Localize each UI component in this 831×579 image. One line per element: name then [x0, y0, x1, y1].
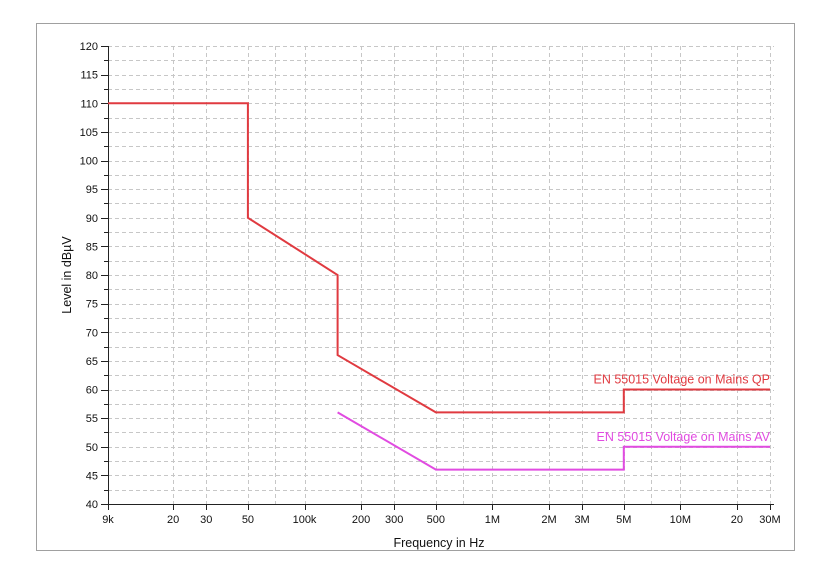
y-tick-label: 75	[86, 299, 98, 311]
y-tick-label: 85	[86, 241, 98, 253]
y-tick-label: 90	[86, 213, 98, 225]
series-inline-label: EN 55015 Voltage on Mains QP	[593, 373, 770, 387]
x-tick-label: 30	[200, 514, 212, 526]
x-tick-label: 10M	[670, 514, 691, 526]
x-tick-label: 20	[731, 514, 743, 526]
axes	[108, 46, 774, 505]
x-tick-label: 100k	[293, 514, 317, 526]
y-tick-label: 105	[80, 127, 98, 139]
y-tick-label: 60	[86, 385, 98, 397]
x-tick-label: 500	[427, 514, 445, 526]
limit-chart: 40 45 50 55 60 65 70 75 80 85 90 95 100 105 110 115 120 9…	[80, 41, 781, 526]
y-tick-label: 115	[80, 70, 98, 82]
series-line-qp	[108, 102, 770, 414]
y-tick-label: 100	[80, 156, 98, 168]
x-tick-label: 3M	[574, 514, 589, 526]
y-axis-title: Level in dBµV	[60, 236, 74, 314]
x-tick-label: 9k	[102, 514, 114, 526]
y-tick-label: 45	[86, 470, 98, 482]
x-tick-label: 300	[385, 514, 403, 526]
x-tick-label: 50	[242, 514, 254, 526]
series-line-av	[337, 411, 770, 471]
y-tick-label: 120	[80, 41, 98, 53]
x-tick-label: 30M	[759, 514, 780, 526]
x-tick-label: 20	[167, 514, 179, 526]
x-tick-label: 2M	[541, 514, 556, 526]
x-tick-label: 5M	[616, 514, 631, 526]
x-axis-title: Frequency in Hz	[393, 536, 485, 550]
chart-panel: 40 45 50 55 60 65 70 75 80 85 90 95 100 105 110 115 120 9…	[36, 23, 795, 551]
y-tick-label: 50	[86, 442, 98, 454]
x-tick-label: 1M	[485, 514, 500, 526]
y-tick-label: 65	[86, 356, 98, 368]
series-inline-label: EN 55015 Voltage on Mains AV	[597, 430, 771, 444]
y-tick-label: 80	[86, 270, 98, 282]
x-tick-label: 200	[352, 514, 370, 526]
x-ticks: 9k 20 30 50 100k 200 300 500 1M 2M 3M 5M 10M 20 30M	[102, 504, 781, 526]
y-tick-label: 40	[86, 499, 98, 511]
y-tick-label: 55	[86, 413, 98, 425]
y-tick-label: 110	[80, 98, 98, 110]
y-tick-label: 95	[86, 184, 98, 196]
y-ticks: 40 45 50 55 60 65 70 75 80 85 90 95 100 105 110 115 120	[80, 41, 108, 511]
y-tick-label: 70	[86, 327, 98, 339]
